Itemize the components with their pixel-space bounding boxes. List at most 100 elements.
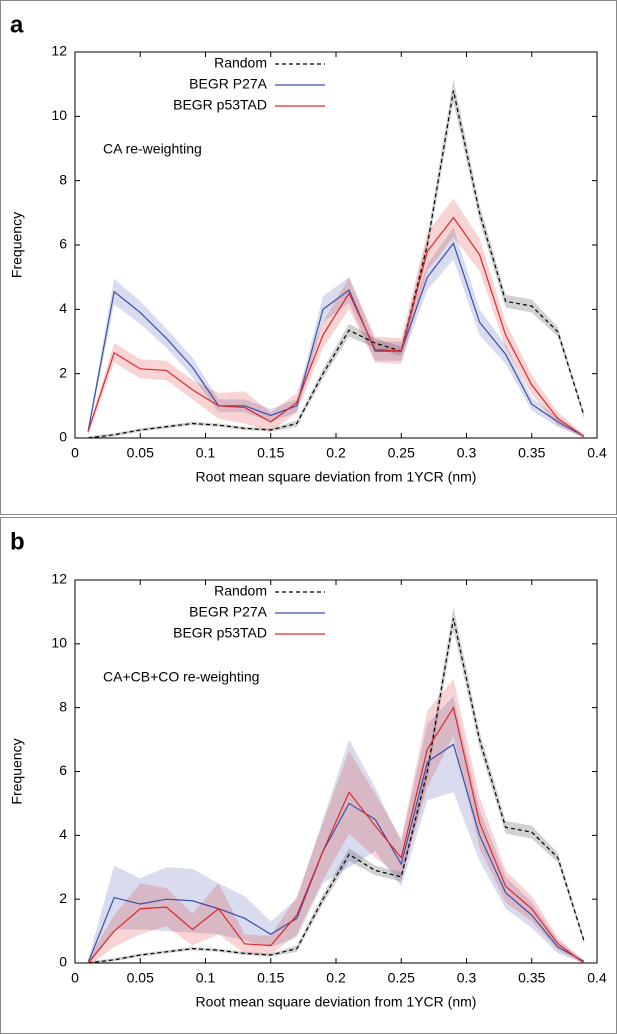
error-band <box>375 865 402 882</box>
error-band <box>244 895 271 948</box>
error-band <box>401 710 428 877</box>
error-band <box>479 731 506 834</box>
x-axis-title: Root mean square deviation from 1YCR (nm… <box>196 469 477 485</box>
error-band <box>192 380 219 419</box>
error-band <box>218 883 245 941</box>
error-band <box>114 883 141 948</box>
y-tick-label: 8 <box>59 698 67 714</box>
error-band <box>479 797 506 903</box>
error-band <box>375 787 402 887</box>
x-tick-label: 0.25 <box>388 970 415 986</box>
x-tick-label: 0.1 <box>196 970 216 986</box>
error-band <box>479 309 506 365</box>
error-band <box>427 696 454 801</box>
error-band <box>505 344 532 411</box>
y-tick-label: 4 <box>59 300 67 316</box>
error-band <box>322 750 350 881</box>
error-band <box>114 865 141 930</box>
x-tick-label: 0.05 <box>127 970 154 986</box>
legend-label: BEGR P27A <box>189 604 267 620</box>
error-band <box>322 323 350 379</box>
error-band <box>114 428 141 437</box>
series-line <box>87 90 585 438</box>
x-axis-title: Root mean square deviation from 1YCR (nm… <box>196 994 477 1010</box>
y-axis-title: Frequency <box>9 738 25 804</box>
error-band <box>114 278 141 324</box>
error-band <box>192 947 219 952</box>
x-tick-label: 0.2 <box>326 970 346 986</box>
error-band <box>427 678 454 788</box>
y-tick-label: 2 <box>59 890 67 906</box>
legend-label: BEGR p53TAD <box>173 625 267 641</box>
error-band <box>88 958 115 963</box>
x-tick-label: 0.35 <box>518 445 545 461</box>
error-band <box>479 809 506 909</box>
x-tick-label: 0.3 <box>457 445 477 461</box>
y-tick-label: 12 <box>51 571 67 587</box>
error-band <box>218 391 245 424</box>
error-band <box>114 953 141 962</box>
x-tick-label: 0 <box>71 970 79 986</box>
error-band <box>270 899 297 948</box>
annotation: CA re-weighting <box>103 141 202 157</box>
x-tick-label: 0.4 <box>587 970 607 986</box>
error-band <box>140 867 167 932</box>
y-tick-label: 6 <box>59 762 67 778</box>
error-band <box>453 198 480 271</box>
legend-label: BEGR P27A <box>189 76 267 92</box>
series-line <box>87 706 585 963</box>
error-band <box>349 739 376 868</box>
y-axis-title: Frequency <box>9 212 25 278</box>
x-tick-label: 0.1 <box>196 445 216 461</box>
y-tick-label: 0 <box>59 429 67 445</box>
error-band <box>192 421 219 427</box>
x-tick-label: 0.2 <box>326 445 346 461</box>
series-line <box>87 242 585 437</box>
y-tick-label: 12 <box>51 43 67 59</box>
x-tick-label: 0.35 <box>518 970 545 986</box>
error-band <box>296 822 323 935</box>
error-band <box>505 870 532 922</box>
error-band <box>192 883 219 946</box>
legend-label: BEGR p53TAD <box>173 97 267 113</box>
error-band <box>349 323 376 348</box>
error-band <box>218 423 245 430</box>
error-band <box>531 902 558 954</box>
y-tick-label: 4 <box>59 826 67 842</box>
error-band <box>218 948 245 956</box>
error-band <box>244 391 271 432</box>
x-tick-label: 0.15 <box>257 445 284 461</box>
panel-label: b <box>10 528 25 555</box>
error-band <box>322 739 350 884</box>
error-band <box>427 227 454 291</box>
series-line <box>87 216 585 437</box>
error-band <box>166 887 193 946</box>
error-band <box>349 750 376 858</box>
error-band <box>479 204 506 308</box>
series-line <box>87 743 585 963</box>
error-band <box>88 915 115 963</box>
plot-area <box>87 607 585 963</box>
error-band <box>375 793 402 877</box>
error-band <box>140 883 167 935</box>
x-tick-label: 0 <box>71 445 79 461</box>
y-tick-label: 2 <box>59 364 67 380</box>
annotation: CA+CB+CO re-weighting <box>103 669 259 685</box>
error-band <box>505 876 532 928</box>
y-tick-label: 0 <box>59 954 67 970</box>
y-tick-label: 10 <box>51 635 67 651</box>
x-tick-label: 0.4 <box>587 445 607 461</box>
plot-area <box>87 79 585 438</box>
error-band <box>270 895 297 956</box>
error-band <box>192 357 219 413</box>
series-line <box>87 618 585 963</box>
error-band <box>88 865 115 963</box>
legend-label: Random <box>214 583 267 599</box>
x-tick-label: 0.15 <box>257 970 284 986</box>
error-band <box>531 375 558 426</box>
error-band <box>531 299 558 337</box>
error-band <box>557 937 584 963</box>
x-tick-label: 0.25 <box>388 445 415 461</box>
x-tick-label: 0.05 <box>127 445 154 461</box>
error-band <box>349 848 376 876</box>
